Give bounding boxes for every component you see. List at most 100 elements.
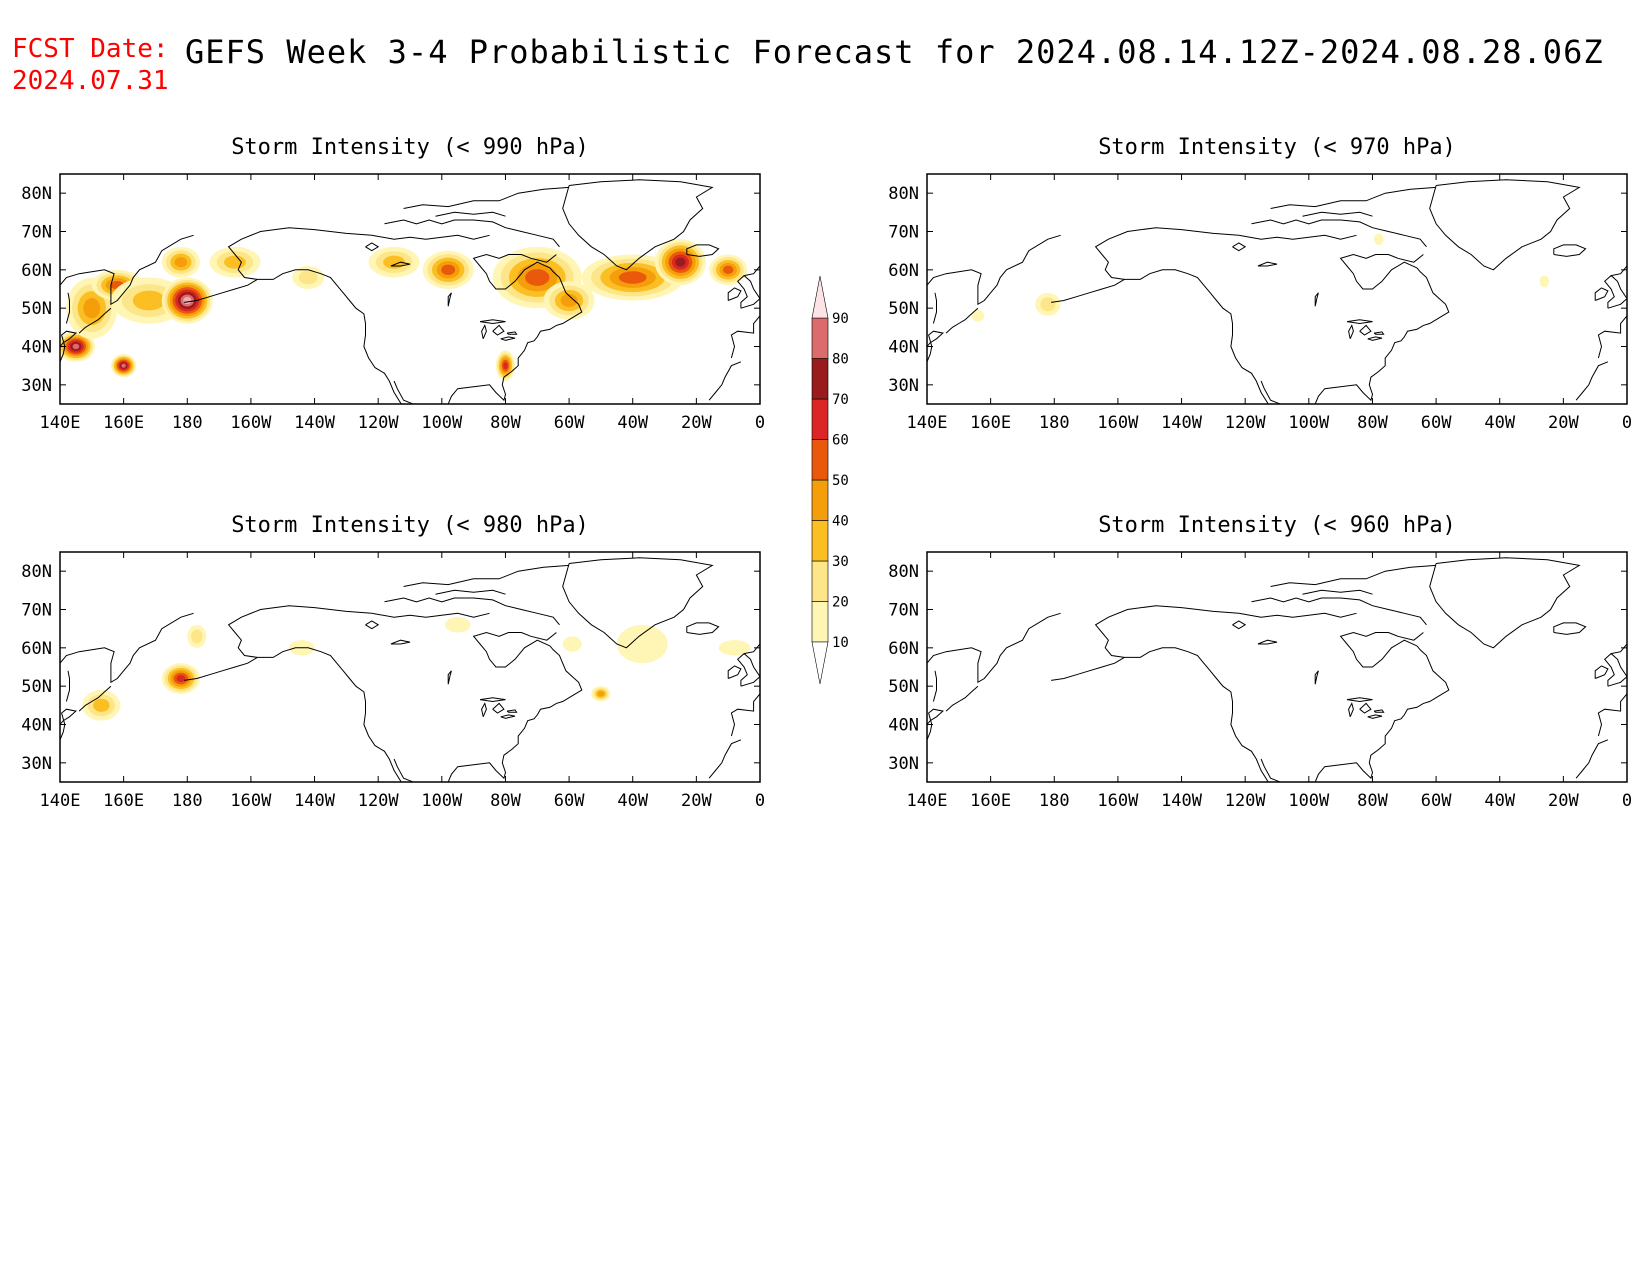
coastline <box>1251 597 1427 626</box>
colorbar-swatch <box>811 358 829 400</box>
coastline <box>1373 331 1385 335</box>
coastline <box>1270 564 1437 587</box>
probability-cell <box>525 269 550 286</box>
lon-tick-label: 20W <box>1548 791 1579 811</box>
colorbar-swatch <box>811 398 829 440</box>
lat-tick-label: 80N <box>21 562 52 582</box>
lon-tick-label: 180 <box>1039 791 1070 811</box>
coastline <box>1594 665 1609 679</box>
coastline <box>435 589 506 595</box>
coastline <box>1232 620 1247 630</box>
map-frame <box>926 551 1628 783</box>
lat-tick-label: 50N <box>888 677 919 697</box>
colorbar-top-arrow <box>811 275 829 319</box>
lat-tick-label: 80N <box>888 184 919 204</box>
coastline <box>1302 211 1373 217</box>
coastline <box>945 685 979 712</box>
probability-cell <box>1374 233 1384 245</box>
probability-cell <box>441 264 456 276</box>
coastline <box>1260 758 1281 782</box>
probability-cell <box>675 257 686 267</box>
lon-tick-label: 100W <box>1288 413 1330 433</box>
coastline <box>1260 380 1281 404</box>
coastline <box>1314 670 1319 685</box>
colorbar-swatch <box>811 520 829 562</box>
coastline <box>365 242 380 252</box>
coastlines <box>927 179 1627 404</box>
coastline <box>1339 631 1424 668</box>
coastline <box>927 612 1061 684</box>
coastline <box>686 244 720 257</box>
coastline <box>393 758 414 782</box>
colorbar-swatch <box>811 439 829 481</box>
lon-tick-label: 60W <box>1421 791 1452 811</box>
lat-tick-label: 70N <box>21 601 52 621</box>
lat-tick-label: 40N <box>21 716 52 736</box>
lat-tick-label: 50N <box>21 677 52 697</box>
probability-cell <box>298 270 318 285</box>
lat-tick-label: 60N <box>888 261 919 281</box>
probability-cell <box>503 362 508 370</box>
lat-tick-label: 80N <box>888 562 919 582</box>
lon-tick-label: 100W <box>421 791 463 811</box>
lon-tick-label: 140E <box>907 791 948 811</box>
coastline <box>447 645 583 782</box>
colorbar-label: 30 <box>832 554 849 570</box>
probability-cell <box>176 674 186 683</box>
probability-cell <box>618 271 647 284</box>
lat-tick-label: 40N <box>888 716 919 736</box>
coastline <box>1429 179 1581 271</box>
probability-cell <box>132 290 166 311</box>
coastline <box>506 709 518 713</box>
coastline <box>1359 702 1372 714</box>
lat-tick-label: 60N <box>21 639 52 659</box>
lon-tick-label: 0 <box>1622 413 1632 433</box>
lon-tick-label: 0 <box>755 791 765 811</box>
coastline <box>492 324 505 336</box>
coastline <box>472 631 557 668</box>
coastline <box>1604 274 1627 309</box>
probability-cell <box>597 691 605 697</box>
coastline <box>1611 643 1627 655</box>
colorbar-label: 70 <box>832 392 849 408</box>
coastline <box>1314 292 1319 307</box>
coastline <box>1051 278 1125 303</box>
colorbar-bottom-arrow <box>811 641 829 685</box>
lat-tick-label: 80N <box>21 184 52 204</box>
probability-shading <box>971 233 1550 322</box>
lat-tick-label: 30N <box>888 376 919 396</box>
coastline <box>500 336 516 341</box>
coastline <box>60 330 77 362</box>
probability-cell <box>83 297 101 319</box>
coastline <box>227 605 402 782</box>
coastline <box>708 361 742 401</box>
coastline <box>403 564 570 587</box>
lon-tick-label: 160E <box>103 413 144 433</box>
lon-tick-label: 140W <box>294 791 336 811</box>
coastline <box>744 643 760 655</box>
lon-tick-label: 180 <box>1039 413 1070 433</box>
coastline <box>945 307 979 334</box>
coastline <box>60 365 61 367</box>
panel-title: Storm Intensity (< 960 hPa) <box>1098 513 1456 538</box>
colorbar-swatch <box>811 601 829 643</box>
lon-tick-label: 100W <box>1288 791 1330 811</box>
lon-tick-label: 160W <box>1097 413 1139 433</box>
coastline <box>60 708 77 740</box>
coastline <box>60 612 194 684</box>
map-frame <box>926 173 1628 405</box>
coastline <box>1302 589 1373 595</box>
coastline <box>1553 244 1587 257</box>
lat-tick-label: 30N <box>21 376 52 396</box>
coastline <box>447 670 452 685</box>
coastline <box>1597 693 1627 737</box>
coastline <box>927 365 928 367</box>
colorbar-label: 60 <box>832 433 849 449</box>
coastline <box>927 234 1061 306</box>
coastline <box>390 261 411 267</box>
lon-tick-label: 160W <box>1097 791 1139 811</box>
lon-tick-label: 160W <box>230 413 272 433</box>
coastline <box>492 702 505 714</box>
lon-tick-label: 100W <box>421 413 463 433</box>
lon-tick-label: 80W <box>490 791 521 811</box>
